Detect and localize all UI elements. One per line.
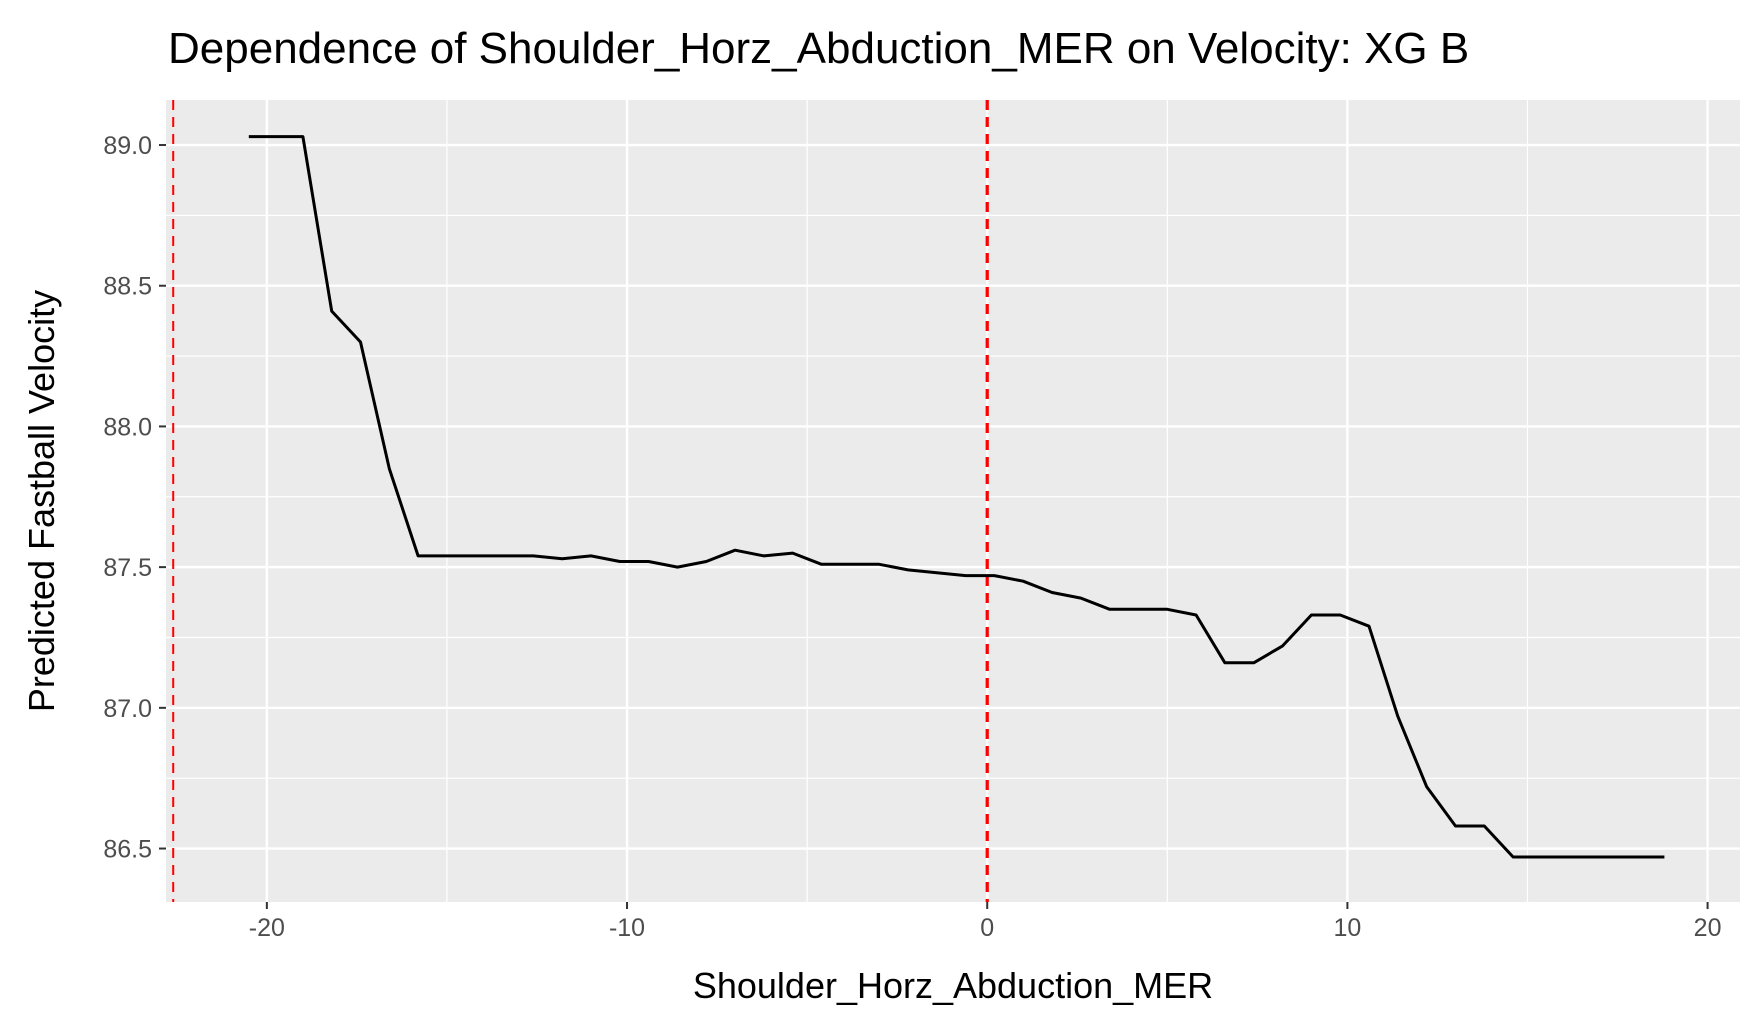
series-line [248, 135, 1665, 859]
reference-lines [172, 100, 989, 902]
x-tick-label: -20 [249, 914, 285, 942]
grid-minor [166, 100, 1740, 902]
y-axis: 86.5 87.0 87.5 88.0 88.5 89.0 [103, 132, 166, 864]
x-axis-title: Shoulder_Horz_Abduction_MER [693, 965, 1213, 1006]
x-tick-label: 10 [1333, 914, 1361, 942]
grid-major [166, 100, 1740, 902]
y-tick-label: 89.0 [103, 132, 152, 160]
y-tick-label: 86.5 [103, 836, 152, 864]
y-tick-label: 87.0 [103, 695, 152, 723]
x-axis: -20 -10 0 10 20 [249, 902, 1722, 942]
y-tick-label: 88.5 [103, 273, 152, 301]
chart-title: Dependence of Shoulder_Horz_Abduction_ME… [168, 24, 1469, 73]
y-tick-label: 87.5 [103, 554, 152, 582]
y-tick-label: 88.0 [103, 413, 152, 441]
x-tick-label: -10 [609, 914, 645, 942]
x-tick-label: 20 [1694, 914, 1722, 942]
series-layer [248, 135, 1665, 859]
x-tick-label: 0 [980, 914, 994, 942]
y-axis-title: Predicted Fastball Velocity [21, 290, 62, 712]
plot-panel [166, 100, 1740, 902]
